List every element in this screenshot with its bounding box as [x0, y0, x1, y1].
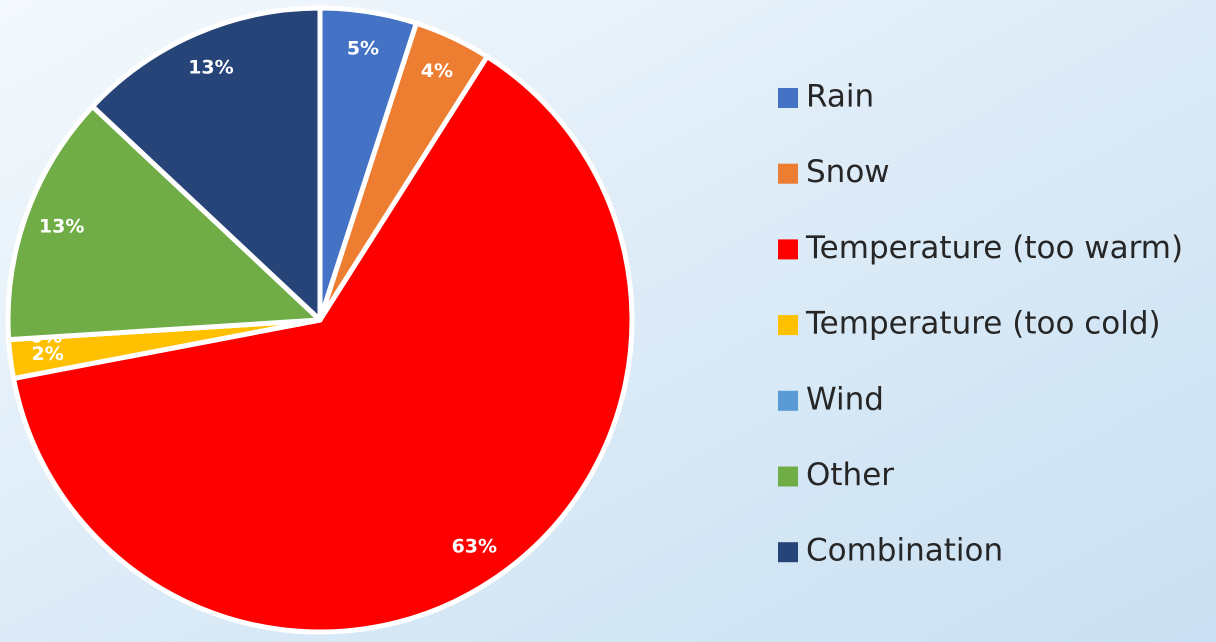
- legend-label: Rain: [806, 79, 874, 115]
- legend-swatch: [778, 466, 798, 487]
- legend-swatch: [778, 315, 798, 336]
- legend-swatch: [778, 239, 798, 260]
- legend-label: Temperature (too cold): [805, 306, 1161, 342]
- pie: 5%4%63%2%0%13%13%: [5, 5, 635, 635]
- legend-label: Wind: [806, 381, 884, 417]
- data-label: 5%: [347, 37, 379, 59]
- data-label: 4%: [421, 60, 453, 82]
- pie-slice: [11, 54, 635, 635]
- data-label: 63%: [452, 536, 497, 558]
- legend: Rain Snow Temperature (too warm) Temperatur…: [778, 79, 1183, 569]
- legend-swatch: [778, 542, 798, 563]
- data-label: 13%: [39, 215, 84, 237]
- legend-label: Snow: [806, 154, 890, 190]
- data-label: 2%: [31, 343, 63, 365]
- legend-swatch: [778, 88, 798, 108]
- legend-label: Other: [806, 457, 894, 493]
- legend-label: Combination: [806, 533, 1003, 569]
- pie-slice: [90, 5, 323, 323]
- legend-swatch: [778, 163, 798, 184]
- data-label: 13%: [188, 57, 233, 79]
- pie-slice: [5, 103, 323, 343]
- legend-swatch: [778, 390, 798, 411]
- legend-label: Temperature (too warm): [805, 230, 1183, 266]
